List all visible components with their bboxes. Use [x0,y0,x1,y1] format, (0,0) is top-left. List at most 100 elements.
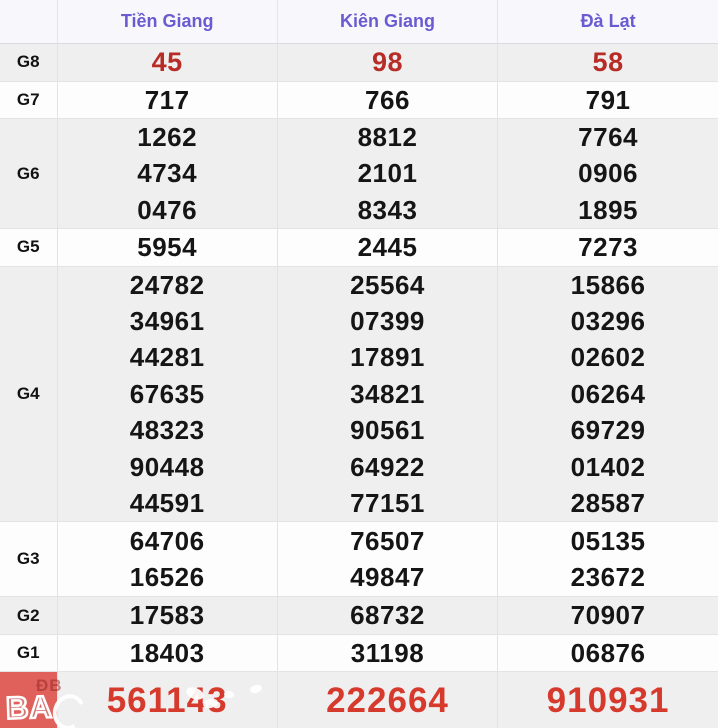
prize-number: 77151 [350,487,425,518]
prize-number: 18403 [129,637,205,668]
prize-number: 2445 [357,232,418,263]
column-header-tien-giang[interactable]: Tiền Giang [57,0,278,44]
prize-number: 561143 [106,681,228,721]
prize-number: 76507 [350,525,425,556]
prize-cell: 15866 03296 02602 06264 69729 01402 28587 [497,266,718,523]
prize-number: 766 [365,84,410,115]
prize-number: 06264 [570,378,646,409]
table-row: G3 64706 16526 76507 49847 05135 23672 [0,521,718,598]
prize-cell: 64706 16526 [57,521,278,598]
prize-cell: 25564 07399 17891 34821 90561 64922 77151 [277,266,499,523]
prize-number: 64706 [129,525,205,556]
prize-number: 45 [151,46,183,77]
prize-number: 90561 [350,415,425,446]
prize-cell: 31198 [277,634,499,673]
prize-number: 69729 [570,415,646,446]
corner-cell [0,0,58,44]
prize-cell: 70907 [497,596,718,635]
prize-number: 24782 [129,269,205,300]
prize-number: 0906 [578,158,638,189]
prize-number: 34961 [129,305,205,336]
prize-number: 8343 [357,194,418,225]
row-label-g6: G6 [0,118,58,230]
prize-number: 34821 [350,378,425,409]
prize-number: 90448 [129,451,205,482]
table-row: G2 17583 68732 70907 [0,596,718,635]
prize-number: 70907 [570,600,646,631]
prize-number: 1262 [137,121,198,152]
prize-cell: 791 [497,81,718,119]
row-label-g1: G1 [0,634,58,673]
prize-number: 1895 [578,194,638,225]
prize-number: 8812 [357,121,418,152]
prize-cell: 7764 0906 1895 [497,118,718,230]
row-label-g4: G4 [0,266,58,523]
prize-cell: 18403 [57,634,278,673]
table-row: G7 717 766 791 [0,81,718,119]
prize-number: 16526 [129,562,205,593]
prize-number: 17891 [350,342,425,373]
prize-number: 7273 [578,232,638,263]
prize-cell: 24782 34961 44281 67635 48323 90448 44591 [57,266,278,523]
prize-number: 68732 [350,600,425,631]
prize-number: 01402 [570,451,646,482]
column-header-kien-giang[interactable]: Kiên Giang [277,0,499,44]
prize-cell: 76507 49847 [277,521,499,598]
prize-number: 15866 [570,269,646,300]
table-row: G6 1262 4734 0476 8812 2101 8343 7764 0906 1895 [0,118,718,230]
prize-cell: 68732 [277,596,499,635]
prize-cell: 8812 2101 8343 [277,118,499,230]
prize-cell: 05135 23672 [497,521,718,598]
prize-number: 17583 [129,600,205,631]
prize-number: 06876 [570,637,646,668]
row-label-g5: G5 [0,228,58,267]
row-label-g7: G7 [0,81,58,119]
prize-number: 717 [144,84,190,115]
prize-cell: 222664 [277,671,499,728]
row-label-db: ĐB [0,671,58,728]
prize-number: 5954 [137,232,198,263]
prize-number: 64922 [350,451,425,482]
results-body: G8 45 98 58 G7 717 766 791 G6 1262 4734 0476 8812 210… [0,43,718,728]
prize-number: 49847 [350,562,425,593]
table-row: G8 45 98 58 [0,43,718,82]
prize-number: 7764 [578,121,638,152]
prize-number: 23672 [570,562,646,593]
prize-cell: 45 [57,43,278,82]
row-label-g2: G2 [0,596,58,635]
prize-number: 44591 [129,487,205,518]
prize-number: 31198 [350,637,425,668]
prize-number: 222664 [326,681,449,721]
prize-cell: 5954 [57,228,278,267]
prize-cell: 717 [57,81,278,119]
prize-number: 58 [592,46,624,77]
prize-number: 2101 [357,158,418,189]
prize-number: 25564 [350,269,425,300]
column-header-da-lat[interactable]: Đà Lạt [497,0,718,44]
prize-number: 4734 [137,158,198,189]
prize-number: 07399 [350,305,425,336]
prize-number: 05135 [570,525,646,556]
row-label-g3: G3 [0,521,58,598]
prize-number: 02602 [570,342,646,373]
prize-cell: 766 [277,81,499,119]
prize-number: 791 [585,84,631,115]
table-row: ĐB 561143 222664 910931 [0,671,718,728]
prize-number: 03296 [570,305,646,336]
table-row: G5 5954 2445 7273 [0,228,718,267]
row-label-g8: G8 [0,43,58,82]
prize-number: 28587 [570,487,646,518]
header-row: Tiền Giang Kiên Giang Đà Lạt [0,0,718,44]
prize-cell: 910931 [497,671,718,728]
table-row: G4 24782 34961 44281 67635 48323 90448 44591 255… [0,266,718,523]
prize-cell: 06876 [497,634,718,673]
prize-number: 0476 [137,194,198,225]
prize-cell: 561143 [57,671,278,728]
prize-cell: 58 [497,43,718,82]
prize-cell: 98 [277,43,499,82]
prize-number: 67635 [129,378,205,409]
prize-cell: 17583 [57,596,278,635]
prize-number: 44281 [129,342,205,373]
prize-cell: 7273 [497,228,718,267]
